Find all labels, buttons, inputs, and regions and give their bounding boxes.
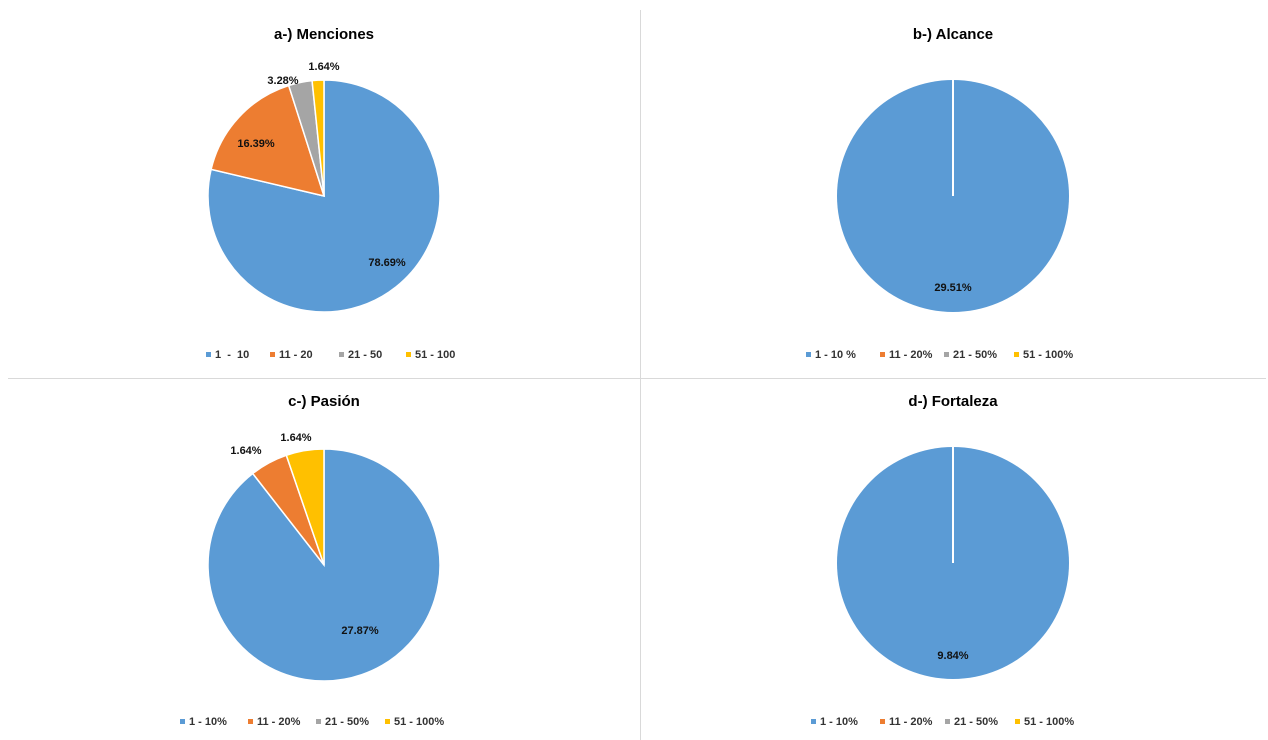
chart-title: b-) Alcance [913,26,993,43]
data-label: 1.64% [280,432,311,444]
chart-title: a-) Menciones [274,26,374,43]
pie-chart-c: c-) Pasión 27.87% 1.64% 1.64% 1 - 10% 11 - 2… [180,393,444,728]
legend-entry: 21 - 50% [325,716,369,728]
legend-swatch [1015,719,1020,724]
legend-swatch [1014,352,1019,357]
legend-swatch [880,352,885,357]
pie-chart-d: d-) Fortaleza 9.84% 1 - 10% 11 - 20% 21 - 5… [811,393,1074,728]
chart-title: c-) Pasión [288,393,360,410]
chart-panel-c: c-) Pasión 27.87% 1.64% 1.64% 1 - 10% 11 - 2… [8,379,640,740]
legend-entry: 21 - 50% [954,716,998,728]
legend-swatch [248,719,253,724]
legend-entry: 11 - 20% [257,716,301,728]
chart-panel-a: a-) Menciones 78.69% 16.39% 3.28% 1.64% 1 - … [8,10,640,378]
legend-swatch [180,719,185,724]
data-label: 9.84% [937,650,968,662]
legend-swatch [206,352,211,357]
legend-swatch [880,719,885,724]
data-label: 3.28% [267,75,298,87]
pie-slice [210,84,326,198]
legend-swatch [944,352,949,357]
pie-slice [285,448,325,566]
data-label: 16.39% [237,138,275,150]
pie-chart-b: b-) Alcance 29.51% 1 - 10 % 11 - 20% 21 - 5… [806,26,1073,361]
data-label: 1.64% [230,445,261,457]
legend-entry: 51 - 100% [1023,349,1073,361]
legend-entry: 51 - 100 [415,349,455,361]
legend-swatch [945,719,950,724]
legend-entry: 21 - 50 [348,349,382,361]
vertical-divider [640,10,641,740]
horizontal-divider [8,378,1266,379]
legend-entry: 1 - 10 [215,349,249,361]
chart-title: d-) Fortaleza [908,393,998,410]
legend-entry: 11 - 20% [889,349,933,361]
pie-chart-a: a-) Menciones 78.69% 16.39% 3.28% 1.64% 1 - … [206,26,455,361]
data-label: 27.87% [341,625,379,637]
chart-panel-b: b-) Alcance 29.51% 1 - 10 % 11 - 20% 21 - 5… [641,10,1266,378]
legend-entry: 1 - 10 % [815,349,856,361]
legend-entry: 11 - 20% [889,716,933,728]
legend-entry: 21 - 50% [953,349,997,361]
legend-entry: 1 - 10% [820,716,858,728]
data-label: 29.51% [934,282,972,294]
data-label: 78.69% [368,257,406,269]
legend-swatch [811,719,816,724]
legend-entry: 11 - 20 [279,349,313,361]
pie-slice [207,79,441,313]
data-label: 1.64% [308,61,339,73]
legend-swatch [385,719,390,724]
legend-swatch [406,352,411,357]
chart-panel-d: d-) Fortaleza 9.84% 1 - 10% 11 - 20% 21 - 5… [641,379,1266,740]
pie-slice [311,79,325,197]
legend-swatch [270,352,275,357]
legend-entry: 1 - 10% [189,716,227,728]
legend-swatch [339,352,344,357]
legend-swatch [316,719,321,724]
legend-swatch [806,352,811,357]
legend-entry: 51 - 100% [1024,716,1074,728]
legend-entry: 51 - 100% [394,716,444,728]
